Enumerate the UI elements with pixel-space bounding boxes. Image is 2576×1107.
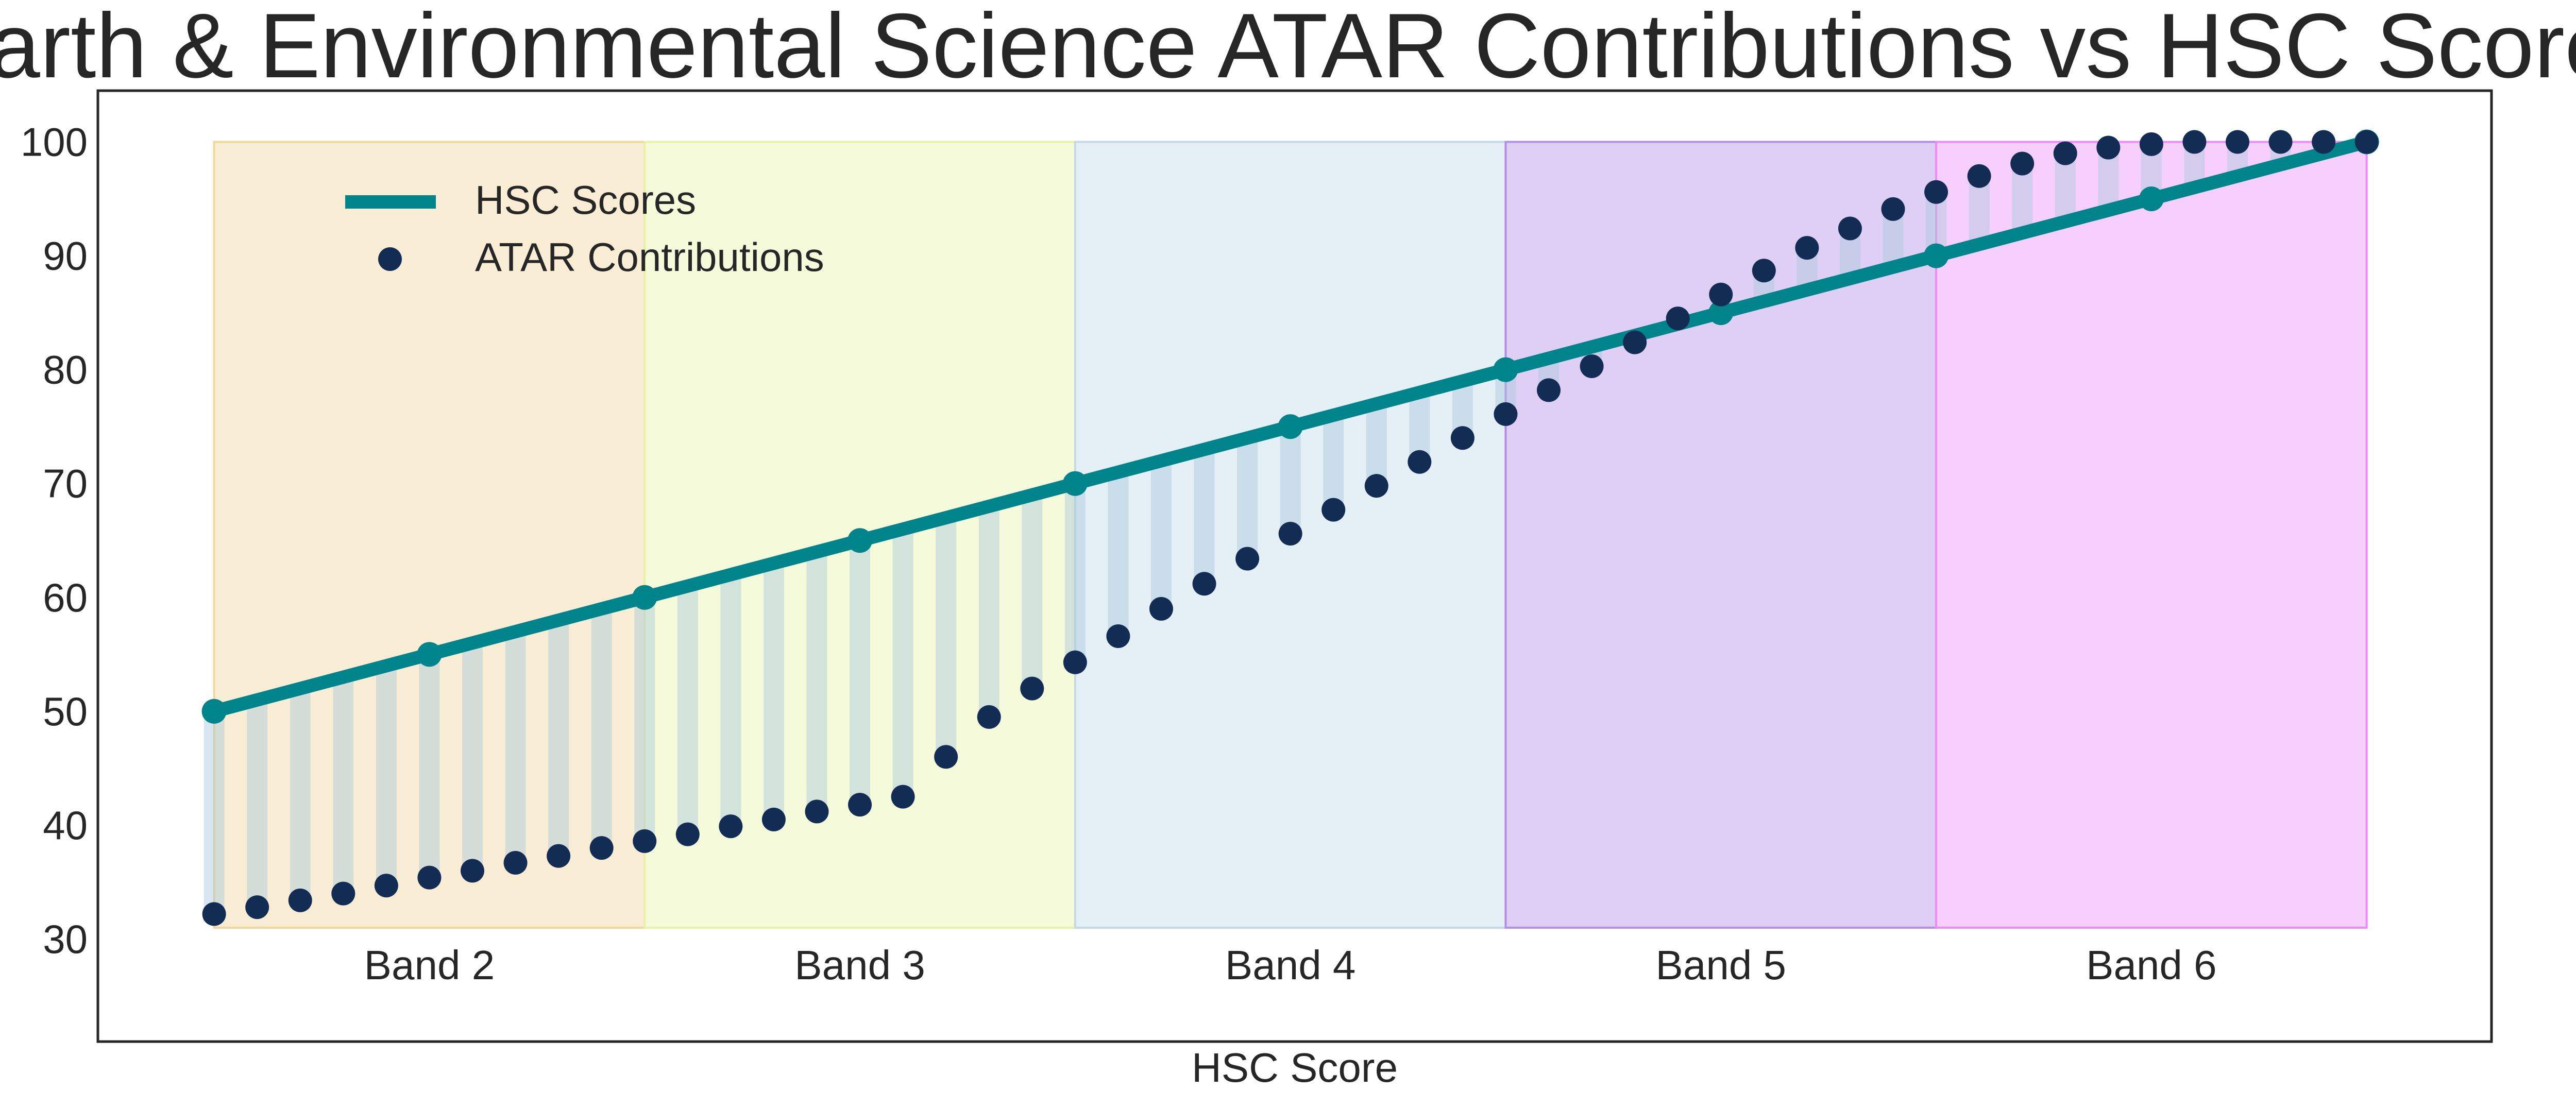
atar-point [589, 836, 614, 860]
atar-point [1020, 676, 1044, 701]
atar-point [2096, 135, 2121, 160]
atar-point [1235, 547, 1260, 571]
atar-point [331, 881, 355, 906]
x-axis-label: HSC Score [1192, 1045, 1398, 1091]
atar-point [1450, 426, 1475, 450]
hsc-score-marker [1278, 414, 1303, 439]
band-label-band-5: Band 5 [1655, 942, 1786, 988]
legend: HSC Scores ATAR Contributions [345, 177, 824, 280]
hsc-score-marker [1708, 300, 1734, 326]
atar-point [2139, 132, 2163, 156]
atar-point [374, 874, 398, 898]
atar-point [1278, 521, 1302, 546]
y-tick-label: 30 [43, 916, 88, 962]
y-tick-label: 100 [21, 119, 88, 164]
hsc-score-marker [632, 585, 657, 610]
atar-point [460, 859, 484, 883]
atar-points-group [202, 130, 2379, 926]
atar-point [1666, 306, 1690, 331]
band-label-band-4: Band 4 [1225, 942, 1356, 988]
band-region-band-5 [1504, 141, 1938, 929]
atar-point [1752, 259, 1776, 283]
atar-point [547, 844, 571, 868]
atar-point [675, 822, 700, 846]
y-tick-label: 90 [43, 233, 88, 279]
atar-point [1924, 180, 1948, 204]
atar-point [1149, 597, 1173, 621]
y-tick-label: 70 [43, 461, 88, 506]
y-tick-label: 50 [43, 689, 88, 734]
hsc-score-marker [201, 699, 227, 724]
plot-frame [96, 89, 2493, 1043]
atar-point [761, 807, 786, 831]
hsc-score-marker [1062, 471, 1088, 496]
band-label-band-6: Band 6 [2086, 942, 2217, 988]
atar-point [1063, 650, 1087, 674]
atar-point [288, 888, 312, 912]
atar-point [503, 850, 528, 875]
band-labels: Band 2 Band 3 Band 4 Band 5 Band 6 [364, 942, 2217, 988]
atar-point [202, 902, 226, 926]
hsc-score-marker [417, 642, 442, 667]
atar-point [1408, 450, 1432, 474]
atar-point [1623, 330, 1647, 354]
legend-label-hsc: HSC Scores [475, 177, 696, 223]
band-label-band-2: Band 2 [364, 942, 495, 988]
band-region-band-6 [1935, 141, 2368, 929]
hsc-score-marker [1924, 243, 1949, 268]
atar-point [1709, 282, 1733, 306]
atar-point [2053, 141, 2077, 165]
atar-point [934, 745, 958, 769]
atar-point [805, 799, 829, 824]
atar-point [1321, 498, 1346, 522]
legend-label-atar: ATAR Contributions [475, 234, 824, 280]
atar-point [891, 785, 915, 809]
atar-point [719, 814, 743, 839]
atar-point [2225, 130, 2249, 154]
atar-point [2268, 130, 2293, 154]
atar-point [1192, 572, 1216, 596]
y-axis-ticks: 30 40 50 60 70 80 90 100 [21, 119, 88, 962]
band-regions [213, 141, 2368, 929]
atar-point [1106, 624, 1130, 648]
atar-point [1494, 402, 1518, 426]
hsc-score-marker [848, 528, 873, 553]
atar-point [2182, 130, 2207, 154]
legend-dot-swatch [378, 247, 402, 271]
atar-point [1795, 236, 1819, 260]
atar-point [1580, 354, 1604, 379]
atar-point [245, 895, 269, 919]
band-region-band-2 [213, 141, 646, 929]
atar-point [1881, 197, 1905, 221]
atar-point [1537, 378, 1561, 402]
atar-point [1364, 474, 1388, 498]
atar-point [1967, 164, 1991, 188]
atar-point [417, 865, 442, 890]
y-tick-label: 60 [43, 575, 88, 620]
chart-title: Earth & Environmental Science ATAR Contr… [0, 0, 2576, 97]
atar-point [1838, 216, 1862, 241]
atar-point [2010, 151, 2035, 176]
band-label-band-3: Band 3 [794, 942, 925, 988]
y-tick-label: 80 [43, 347, 88, 393]
atar-point [2312, 130, 2336, 154]
hsc-score-marker [2139, 186, 2164, 212]
y-tick-label: 40 [43, 803, 88, 848]
atar-point [848, 793, 872, 817]
atar-point [977, 705, 1001, 729]
hsc-score-marker [1493, 357, 1518, 382]
atar-point [2354, 130, 2379, 154]
atar-point [633, 829, 657, 853]
